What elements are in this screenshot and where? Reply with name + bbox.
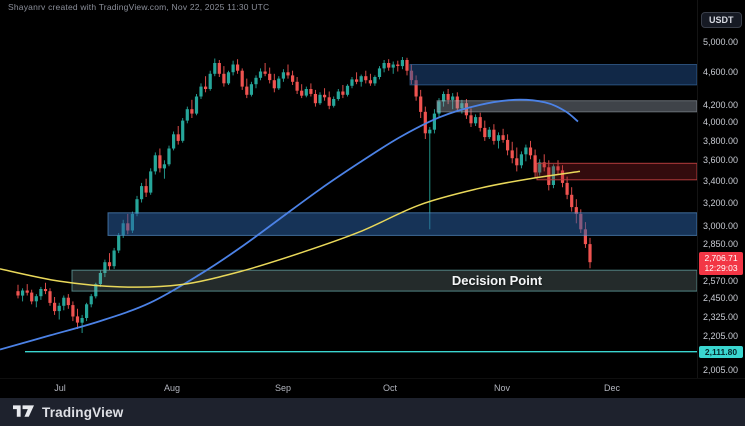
month-label: Sep xyxy=(274,383,292,393)
price-tick: 3,400.00 xyxy=(703,175,739,186)
month-label: Aug xyxy=(163,383,181,393)
price-tick: 2,325.00 xyxy=(703,312,739,323)
last-price-label: 2,706.71 12:29:03 xyxy=(699,251,743,275)
month-label: Nov xyxy=(493,383,511,393)
price-tick: 2,570.00 xyxy=(703,276,739,287)
tradingview-wordmark[interactable]: TradingView xyxy=(42,404,124,420)
month-label: Dec xyxy=(603,383,621,393)
month-label: Jul xyxy=(54,383,66,393)
price-tick: 3,600.00 xyxy=(703,155,739,166)
month-label: Oct xyxy=(382,383,398,393)
price-tick: 4,200.00 xyxy=(703,99,739,110)
tradingview-watermark-bar: TradingView xyxy=(0,398,745,426)
tradingview-logo-icon[interactable] xyxy=(13,405,34,419)
decision-point-label: Decision Point xyxy=(451,273,543,288)
price-tick: 2,205.00 xyxy=(703,331,739,342)
price-tick: 3,000.00 xyxy=(703,220,739,231)
attribution-text: Shayanrv created with TradingView.com, N… xyxy=(8,2,270,12)
price-chart-canvas[interactable] xyxy=(0,0,697,378)
bar-countdown: 12:29:03 xyxy=(704,263,738,274)
price-tick: 4,600.00 xyxy=(703,67,739,78)
price-tick: 3,800.00 xyxy=(703,135,739,146)
price-tick: 5,000.00 xyxy=(703,37,739,48)
price-tick: 3,200.00 xyxy=(703,197,739,208)
quote-currency-badge[interactable]: USDT xyxy=(701,12,742,28)
alert-price-label: 2,111.80 xyxy=(699,345,743,358)
price-tick: 4,000.00 xyxy=(703,117,739,128)
price-tick: 2,450.00 xyxy=(703,293,739,304)
price-tick: 2,005.00 xyxy=(703,365,739,376)
price-tick: 2,850.00 xyxy=(703,239,739,250)
chart-pane[interactable]: Decision Point xyxy=(0,0,697,378)
last-price-value: 2,706.71 xyxy=(704,252,738,263)
price-axis[interactable]: USDT 5,000.00 4,600.00 4,200.00 4,000.00 3,8… xyxy=(697,0,745,378)
time-axis[interactable]: Jul Aug Sep Oct Nov Dec xyxy=(0,378,745,399)
